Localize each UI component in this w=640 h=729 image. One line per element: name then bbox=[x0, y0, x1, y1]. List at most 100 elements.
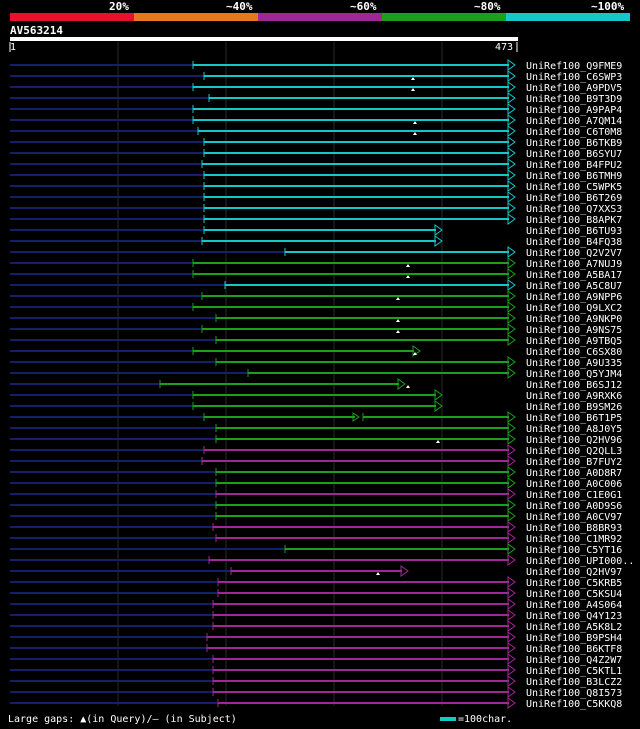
hit-row[interactable]: UniRef100_C5KRB5 bbox=[10, 576, 622, 589]
hit-label[interactable]: UniRef100_A9NS75 bbox=[526, 325, 622, 336]
hit-label[interactable]: UniRef100_Q9FME9 bbox=[526, 61, 622, 72]
hit-label[interactable]: UniRef100_B8BR93 bbox=[526, 523, 622, 534]
hit-label[interactable]: UniRef100_A9NPP6 bbox=[526, 292, 622, 303]
hit-label[interactable]: UniRef100_A5C8U7 bbox=[526, 281, 622, 292]
hit-label[interactable]: UniRef100_Q5YJM4 bbox=[526, 369, 622, 380]
hit-label[interactable]: UniRef100_A0D9S6 bbox=[526, 501, 622, 512]
hit-label[interactable]: UniRef100_B4FQ38 bbox=[526, 237, 622, 248]
hit-row[interactable]: UniRef100_B9T3D9 bbox=[10, 92, 622, 105]
hit-label[interactable]: UniRef100_Q2V2V7 bbox=[526, 248, 622, 259]
hit-label[interactable]: UniRef100_A9NKP0 bbox=[526, 314, 622, 325]
hit-row[interactable]: UniRef100_Q5YJM4 bbox=[10, 367, 622, 380]
hit-label[interactable]: UniRef100_A9RXK6 bbox=[526, 391, 622, 402]
hit-row[interactable]: UniRef100_B6T269 bbox=[10, 191, 622, 204]
hit-row[interactable]: UniRef100_Q2HV97 bbox=[10, 565, 622, 578]
hit-row[interactable]: UniRef100_A5BA17 bbox=[10, 268, 622, 281]
hit-label[interactable]: UniRef100_C5YT16 bbox=[526, 545, 622, 556]
hit-row[interactable]: UniRef100_A9PAP4 bbox=[10, 103, 622, 116]
hit-row[interactable]: UniRef100_Q2HV96 bbox=[10, 433, 622, 446]
hit-label[interactable]: UniRef100_C6T0M8 bbox=[526, 127, 622, 138]
hit-label[interactable]: UniRef100_A8J0Y5 bbox=[526, 424, 622, 435]
hit-label[interactable]: UniRef100_A5BA17 bbox=[526, 270, 622, 281]
hit-row[interactable]: UniRef100_A4S064 bbox=[10, 598, 622, 611]
hit-row[interactable]: UniRef100_C6T0M8 bbox=[10, 125, 622, 138]
hit-label[interactable]: UniRef100_A7NUJ9 bbox=[526, 259, 622, 270]
hit-row[interactable]: UniRef100_C1MR92 bbox=[10, 532, 622, 545]
hit-label[interactable]: UniRef100_B6SJ12 bbox=[526, 380, 622, 391]
hit-label[interactable]: UniRef100_B6SYU7 bbox=[526, 149, 622, 160]
hit-row[interactable]: UniRef100_C6SX80 bbox=[10, 345, 622, 358]
hit-row[interactable]: UniRef100_A5K8L2 bbox=[10, 620, 622, 633]
hit-row[interactable]: UniRef100_A7NUJ9 bbox=[10, 257, 622, 270]
hit-row[interactable]: UniRef100_A0D9S6 bbox=[10, 499, 622, 512]
hit-label[interactable]: UniRef100_A4S064 bbox=[526, 600, 622, 611]
hit-label[interactable]: UniRef100_A9TBQ5 bbox=[526, 336, 622, 347]
hit-label[interactable]: UniRef100_A9U335 bbox=[526, 358, 622, 369]
hit-label[interactable]: UniRef100_A9PAP4 bbox=[526, 105, 622, 116]
hit-label[interactable]: UniRef100_B6KTF8 bbox=[526, 644, 622, 655]
hit-row[interactable]: UniRef100_B6TU93 bbox=[10, 224, 622, 237]
hit-label[interactable]: UniRef100_Q2HV97 bbox=[526, 567, 622, 578]
hit-label[interactable]: UniRef100_C1MR92 bbox=[526, 534, 622, 545]
hit-label[interactable]: UniRef100_C5KKQ8 bbox=[526, 699, 622, 710]
hit-label[interactable]: UniRef100_B8APK7 bbox=[526, 215, 622, 226]
hit-row[interactable]: UniRef100_A9NKP0 bbox=[10, 312, 622, 325]
hit-row[interactable]: UniRef100_Q4Z2W7 bbox=[10, 653, 622, 666]
hit-label[interactable]: UniRef100_C1E0G1 bbox=[526, 490, 622, 501]
hit-label[interactable]: UniRef100_Q8I573 bbox=[526, 688, 622, 699]
hit-label[interactable]: UniRef100_UPI000.. bbox=[526, 556, 634, 567]
hit-row[interactable]: UniRef100_A9NS75 bbox=[10, 323, 622, 336]
hit-label[interactable]: UniRef100_B9T3D9 bbox=[526, 94, 622, 105]
hit-row[interactable]: UniRef100_C5YT16 bbox=[10, 543, 622, 556]
hit-row[interactable]: UniRef100_B9PSH4 bbox=[10, 631, 622, 644]
hit-label[interactable]: UniRef100_B6T1P5 bbox=[526, 413, 622, 424]
hit-label[interactable]: UniRef100_C5KSU4 bbox=[526, 589, 622, 600]
hit-row[interactable]: UniRef100_UPI000.. bbox=[10, 554, 634, 567]
hit-label[interactable]: UniRef100_Q7XXS3 bbox=[526, 204, 622, 215]
hit-row[interactable]: UniRef100_A7QM14 bbox=[10, 114, 622, 127]
hit-label[interactable]: UniRef100_Q4Z2W7 bbox=[526, 655, 622, 666]
hit-label[interactable]: UniRef100_B3LCZ2 bbox=[526, 677, 622, 688]
hit-row[interactable]: UniRef100_B8APK7 bbox=[10, 213, 622, 226]
hit-row[interactable]: UniRef100_B3LCZ2 bbox=[10, 675, 622, 688]
hit-row[interactable]: UniRef100_B7FUY2 bbox=[10, 455, 622, 468]
hit-label[interactable]: UniRef100_B6T269 bbox=[526, 193, 622, 204]
hit-row[interactable]: UniRef100_B6TKB9 bbox=[10, 136, 622, 149]
hit-row[interactable]: UniRef100_A0CV97 bbox=[10, 510, 622, 523]
hit-row[interactable]: UniRef100_B4FPU2 bbox=[10, 158, 622, 171]
hit-row[interactable]: UniRef100_A9RXK6 bbox=[10, 389, 622, 402]
hit-row[interactable]: UniRef100_B6KTF8 bbox=[10, 642, 622, 655]
hit-row[interactable]: UniRef100_C5KTL1 bbox=[10, 664, 622, 677]
hit-row[interactable]: UniRef100_B6TMH9 bbox=[10, 169, 622, 182]
hit-row[interactable]: UniRef100_B9SM26 bbox=[10, 400, 622, 413]
hit-label[interactable]: UniRef100_B7FUY2 bbox=[526, 457, 622, 468]
hit-row[interactable]: UniRef100_B4FQ38 bbox=[10, 235, 622, 248]
hit-row[interactable]: UniRef100_C5WPK5 bbox=[10, 180, 622, 193]
hit-row[interactable]: UniRef100_C1E0G1 bbox=[10, 488, 622, 501]
hit-row[interactable]: UniRef100_B6T1P5 bbox=[10, 411, 622, 424]
hit-label[interactable]: UniRef100_C5KRB5 bbox=[526, 578, 622, 589]
hit-row[interactable]: UniRef100_Q4Y123 bbox=[10, 609, 622, 622]
hit-label[interactable]: UniRef100_B9SM26 bbox=[526, 402, 622, 413]
hit-label[interactable]: UniRef100_A9PDV5 bbox=[526, 83, 622, 94]
hit-row[interactable]: UniRef100_Q8I573 bbox=[10, 686, 622, 699]
hit-row[interactable]: UniRef100_C6SWP3 bbox=[10, 70, 622, 83]
hit-row[interactable]: UniRef100_B8BR93 bbox=[10, 521, 622, 534]
hit-row[interactable]: UniRef100_A0C006 bbox=[10, 477, 622, 490]
hit-label[interactable]: UniRef100_B6TU93 bbox=[526, 226, 622, 237]
hit-label[interactable]: UniRef100_A7QM14 bbox=[526, 116, 622, 127]
hit-row[interactable]: UniRef100_Q9LXC2 bbox=[10, 301, 622, 314]
hit-label[interactable]: UniRef100_B9PSH4 bbox=[526, 633, 622, 644]
hit-label[interactable]: UniRef100_A0CV97 bbox=[526, 512, 622, 523]
hit-label[interactable]: UniRef100_C5WPK5 bbox=[526, 182, 622, 193]
hit-label[interactable]: UniRef100_C5KTL1 bbox=[526, 666, 622, 677]
hit-row[interactable]: UniRef100_A9NPP6 bbox=[10, 290, 622, 303]
hit-label[interactable]: UniRef100_A0D8R7 bbox=[526, 468, 622, 479]
hit-row[interactable]: UniRef100_C5KSU4 bbox=[10, 587, 622, 600]
hit-row[interactable]: UniRef100_B6SJ12 bbox=[10, 378, 622, 391]
hit-label[interactable]: UniRef100_A5K8L2 bbox=[526, 622, 622, 633]
hit-label[interactable]: UniRef100_Q2QLL3 bbox=[526, 446, 622, 457]
hit-label[interactable]: UniRef100_C6SX80 bbox=[526, 347, 622, 358]
hit-row[interactable]: UniRef100_B6SYU7 bbox=[10, 147, 622, 160]
hit-label[interactable]: UniRef100_A0C006 bbox=[526, 479, 622, 490]
